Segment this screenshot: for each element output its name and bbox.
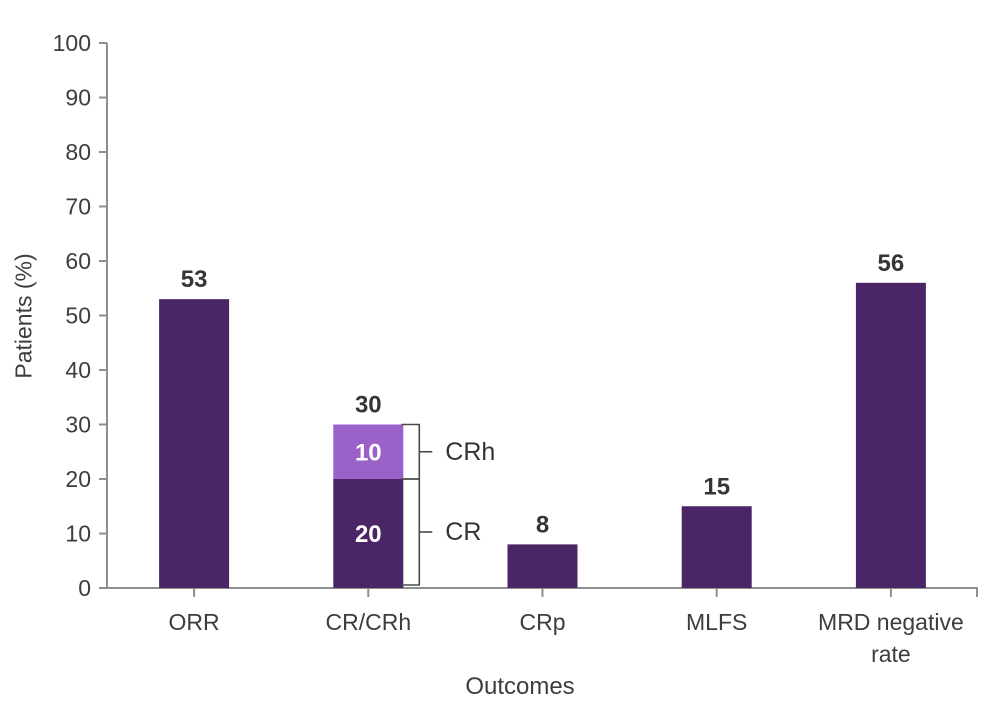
y-tick-label: 10 [65, 521, 91, 547]
category-label: CRp [519, 609, 565, 635]
bar-value-label: 56 [878, 250, 905, 277]
category-label: ORR [169, 609, 220, 635]
bar-segment-orr [159, 299, 230, 588]
y-tick-label: 100 [53, 30, 91, 56]
bracket-text-label: CR [445, 518, 481, 546]
bar-segment-mlfs [681, 506, 752, 588]
bar-segment-crh [333, 424, 404, 479]
segment-value-label: 10 [355, 439, 382, 466]
category-label: CR/CRh [325, 609, 411, 635]
bracket-crh [401, 423, 421, 480]
bracket-cr [401, 478, 421, 586]
y-tick-label: 60 [65, 248, 91, 274]
bar-value-label: 53 [181, 266, 208, 293]
category-label: MRD negative [818, 609, 964, 635]
y-tick-label: 90 [65, 85, 91, 111]
bar-value-label: 30 [355, 392, 382, 419]
category-label: rate [871, 641, 911, 667]
bar-segment-mrd-negative-rate [855, 282, 926, 588]
segment-value-label: 20 [355, 521, 382, 548]
y-tick-label: 80 [65, 139, 91, 165]
category-label: MLFS [686, 609, 747, 635]
bar-value-label: 15 [703, 473, 730, 500]
y-tick-label: 0 [78, 575, 91, 601]
x-axis-title: Outcomes [465, 673, 575, 700]
y-tick-label: 50 [65, 303, 91, 329]
bar-segment-crp [507, 544, 578, 588]
bar-value-label: 8 [536, 511, 549, 538]
bar-segment-cr [333, 479, 404, 588]
y-tick-label: 20 [65, 466, 91, 492]
bracket-text-label: CRh [445, 438, 495, 466]
y-tick-label: 70 [65, 194, 91, 220]
y-tick-label: 30 [65, 412, 91, 438]
y-tick-label: 40 [65, 357, 91, 383]
